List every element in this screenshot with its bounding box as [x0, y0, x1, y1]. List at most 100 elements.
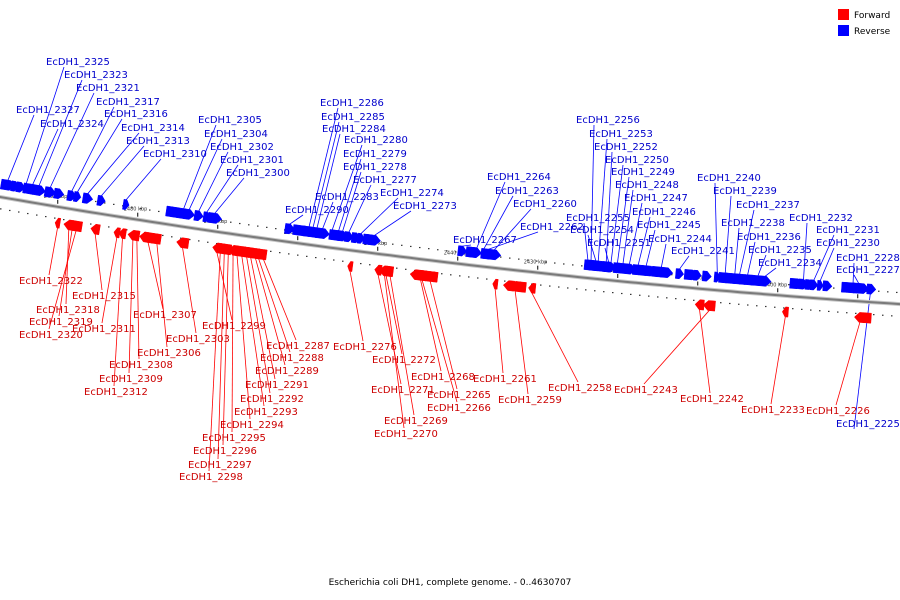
leader-ecdh1-2287 [263, 259, 297, 341]
leader-ecdh1-2256 [590, 124, 595, 261]
reverse-gene-block [300, 225, 310, 237]
gene-label-ecdh1-2285: EcDH1_2285 [321, 112, 385, 123]
dash-fwd [846, 312, 848, 314]
leader-ecdh1-2249 [617, 176, 630, 263]
leader-ecdh1-2321 [49, 92, 95, 188]
gene-label-ecdh1-2324: EcDH1_2324 [40, 119, 104, 130]
reverse-gene-ecdh1-2300 [206, 212, 223, 224]
genome-caption: Escherichia coli DH1, complete genome. -… [328, 578, 572, 588]
leader-ecdh1-2314 [87, 132, 140, 194]
gene-label-ecdh1-2263: EcDH1_2263 [495, 186, 559, 197]
reverse-gene-block [804, 279, 814, 290]
gene-label-ecdh1-2258: EcDH1_2258 [548, 383, 612, 394]
dash-rev [545, 261, 547, 263]
gene-label-ecdh1-2246: EcDH1_2246 [632, 207, 696, 218]
leader-ecdh1-2302 [198, 151, 229, 212]
leader-ecdh1-2284 [316, 133, 341, 228]
leader-ecdh1-2316 [77, 118, 123, 193]
legend-label-reverse: Reverse [854, 27, 891, 37]
leader-ecdh1-2232 [803, 222, 808, 280]
leader-ecdh1-2300 [214, 177, 245, 214]
leader-ecdh1-2320 [48, 230, 77, 330]
forward-gene-ecdh1-2233 [782, 306, 789, 318]
reverse-gene-block [692, 269, 702, 281]
dash-rev [248, 224, 250, 226]
dash-fwd [324, 258, 326, 260]
leader-ecdh1-2233 [770, 316, 786, 405]
dash-fwd [405, 268, 407, 270]
dash-fwd [648, 295, 650, 297]
dash-rev [257, 225, 259, 227]
gene-label-ecdh1-2306: EcDH1_2306 [137, 348, 201, 359]
leader-ecdh1-2243 [643, 310, 710, 385]
gene-label-ecdh1-2251: EcDH1_2251 [587, 238, 651, 249]
dash-fwd [189, 238, 191, 241]
forward-gene-block [246, 247, 260, 260]
reverse-gene-ecdh1-2254 [588, 259, 604, 272]
gene-label-ecdh1-2301: EcDH1_2301 [220, 155, 284, 166]
reverse-gene-ecdh1-2225 [866, 283, 877, 295]
dash-rev [563, 263, 565, 265]
reverse-gene-block [637, 264, 648, 276]
tick-label-2430: 2430 kbp [524, 260, 548, 266]
leader-ecdh1-2323 [38, 79, 83, 186]
leader-ecdh1-2260 [494, 208, 532, 251]
dash-rev [671, 274, 673, 276]
leader-ecdh1-2251 [604, 247, 610, 263]
gene-label-ecdh1-2292: EcDH1_2292 [240, 394, 304, 405]
dash-rev [446, 250, 448, 252]
gene-label-ecdh1-2291: EcDH1_2291 [245, 380, 309, 391]
gene-label-ecdh1-2240: EcDH1_2240 [697, 173, 761, 184]
dash-fwd [675, 298, 677, 300]
gene-label-ecdh1-2244: EcDH1_2244 [648, 234, 712, 245]
leader-ecdh1-2313 [101, 145, 145, 197]
gene-label-ecdh1-2265: EcDH1_2265 [427, 390, 491, 401]
dash-fwd [45, 215, 47, 218]
dash-fwd [540, 284, 542, 286]
reverse-gene-block [789, 277, 804, 290]
gene-label-ecdh1-2280: EcDH1_2280 [344, 135, 408, 146]
dash-fwd [342, 260, 344, 262]
gene-label-ecdh1-2321: EcDH1_2321 [76, 83, 140, 94]
reverse-label-leaders [7, 66, 872, 430]
reverse-gene-block [660, 266, 674, 278]
gene-label-ecdh1-2322: EcDH1_2322 [19, 276, 83, 287]
dash-fwd [171, 236, 173, 238]
leader-ecdh1-2273 [374, 210, 412, 236]
leader-ecdh1-2311 [101, 237, 118, 324]
leader-ecdh1-2230 [819, 247, 835, 281]
leader-ecdh1-2293 [241, 256, 265, 407]
gene-label-ecdh1-2317: EcDH1_2317 [96, 97, 160, 108]
leader-ecdh1-2285 [312, 121, 340, 228]
forward-gene-block [146, 232, 159, 245]
tick-label-2440: 2440 kbp [444, 251, 468, 257]
leader-ecdh1-2304 [188, 138, 223, 210]
leader-ecdh1-2266 [421, 280, 458, 403]
gene-label-ecdh1-2303: EcDH1_2303 [166, 334, 230, 345]
dash-fwd [162, 234, 164, 237]
dash-fwd [765, 305, 767, 308]
leader-ecdh1-2270 [384, 275, 405, 429]
reverse-gene-ecdh1-2321 [43, 186, 57, 198]
reverse-gene-block [467, 246, 483, 258]
dash-rev [536, 260, 538, 262]
leader-ecdh1-2227 [853, 274, 860, 284]
dash-fwd [360, 262, 362, 265]
dash-rev [266, 226, 268, 228]
dash-rev [527, 259, 529, 261]
gene-label-ecdh1-2232: EcDH1_2232 [789, 213, 853, 224]
reverse-gene-ecdh1-2302 [193, 210, 204, 222]
gene-label-ecdh1-2316: EcDH1_2316 [104, 109, 168, 120]
dash-rev [131, 206, 133, 208]
legend-label-forward: Forward [854, 11, 890, 21]
dash-rev [230, 221, 232, 223]
gene-label-ecdh1-2295: EcDH1_2295 [202, 433, 266, 444]
dash-rev [392, 243, 394, 245]
gene-label-ecdh1-2269: EcDH1_2269 [384, 416, 448, 427]
gene-label-ecdh1-2256: EcDH1_2256 [576, 115, 640, 126]
reverse-gene-ecdh1-2314 [81, 192, 94, 204]
gene-label-ecdh1-2261: EcDH1_2261 [473, 374, 537, 385]
leader-ecdh1-2265 [429, 281, 458, 390]
dash-rev [410, 245, 412, 248]
